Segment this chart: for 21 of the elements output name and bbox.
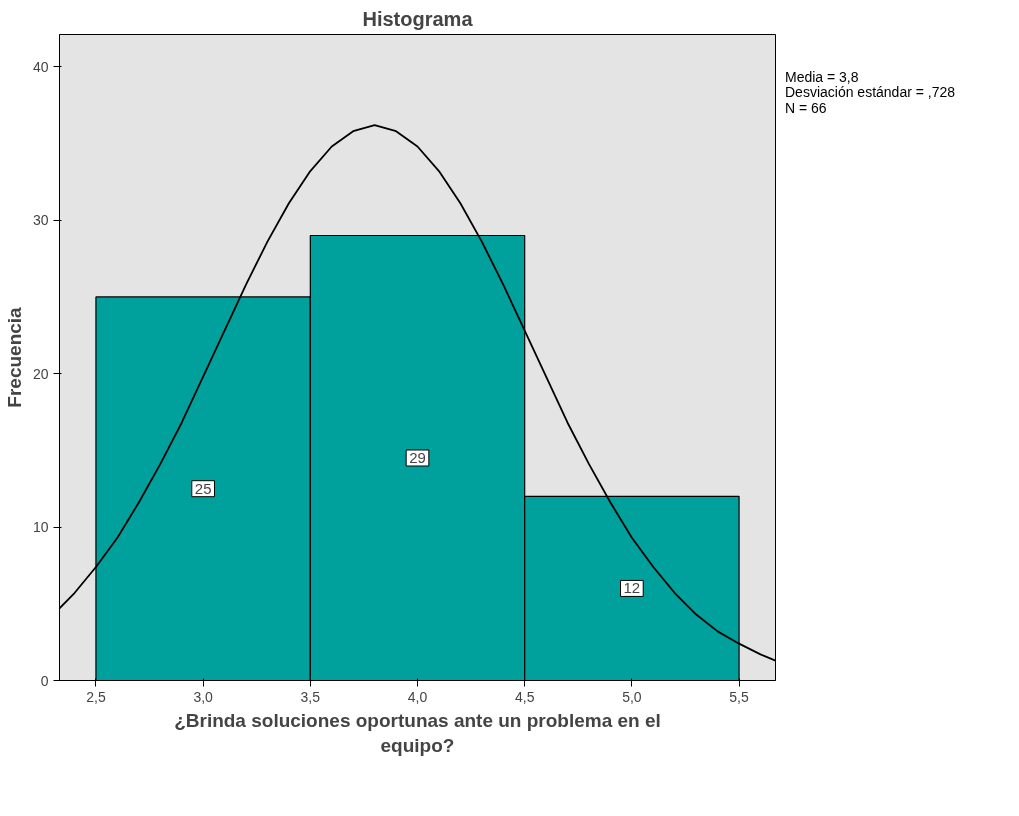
y-tick-label: 30 bbox=[32, 212, 49, 229]
x-tick-label: 5,5 bbox=[729, 688, 749, 705]
x-tick-label: 3,5 bbox=[300, 688, 321, 705]
chart-title: Histograma bbox=[362, 7, 474, 30]
x-tick-label: 4,0 bbox=[407, 688, 428, 705]
data-label: 29 bbox=[409, 449, 426, 467]
x-tick-label: 2,5 bbox=[86, 688, 106, 705]
text: Media = 3,8 bbox=[785, 69, 859, 85]
x-axis-title: ¿Brinda soluciones oportunas ante un problema en el equipo? bbox=[174, 709, 661, 756]
y-tick-label: 0 bbox=[40, 672, 49, 689]
y-axis-title: Frecuencia bbox=[3, 306, 25, 408]
data-label: 25 bbox=[194, 479, 212, 497]
text: Desviación estándar = ,728 bbox=[785, 84, 956, 101]
y-tick-label: 10 bbox=[32, 519, 49, 536]
x-tick-label: 5,0 bbox=[622, 688, 642, 705]
y-tick-label: 20 bbox=[32, 365, 49, 382]
text: N = 66 bbox=[785, 99, 827, 116]
x-tick-label: 4,5 bbox=[514, 688, 535, 705]
y-tick-label: 40 bbox=[32, 58, 49, 75]
x-tick-label: 3,0 bbox=[193, 688, 214, 705]
data-label: 12 bbox=[623, 579, 641, 597]
